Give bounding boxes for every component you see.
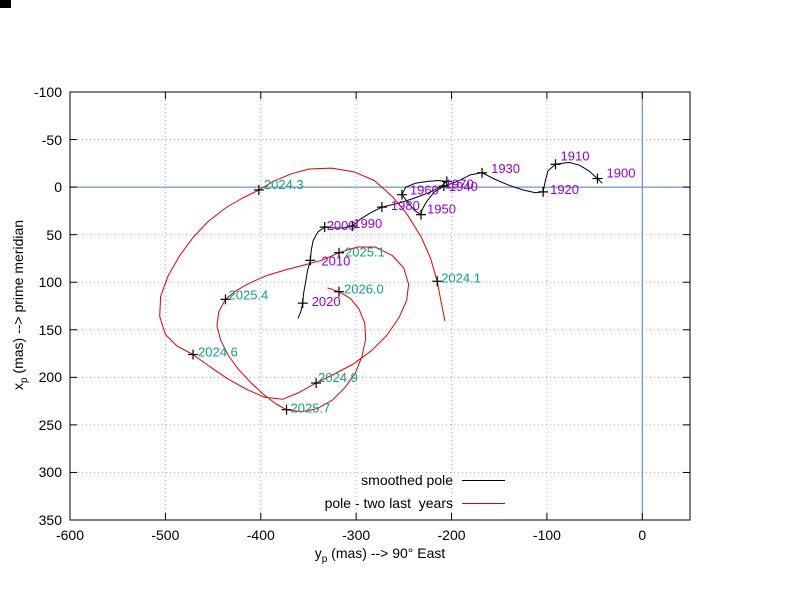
y-tick-label-50: 50	[46, 226, 62, 243]
y-tick-label--100: -100	[33, 84, 62, 100]
legend-line-sample-black	[462, 479, 505, 481]
y-tick-label--50: -50	[41, 131, 62, 148]
y-tick-label-0: 0	[54, 179, 62, 196]
epoch-labels-smoothed-pole: 1900 1910 1920 1930 1940 1950 1960 1970 1980 1990…	[312, 148, 636, 309]
epoch-label-2024.3: 2024.3	[264, 177, 304, 192]
zero-axes	[70, 92, 690, 520]
point-markers-smoothed-pole	[297, 159, 603, 309]
point-markers-recent-pole	[188, 184, 443, 415]
epoch-label-1970: 1970	[445, 176, 474, 191]
epoch-label-2026.0: 2026.0	[344, 282, 384, 297]
epoch-labels-recent-pole: 2024.1 2024.3 2024.6 2024.9 2025.1 2025.4 2025…	[198, 177, 481, 416]
y-tick-label-200: 200	[38, 369, 62, 386]
epoch-label-2024.9: 2024.9	[318, 370, 358, 385]
grid	[70, 92, 690, 520]
epoch-label-2025.4: 2025.4	[229, 287, 269, 302]
y-tick-label-300: 300	[38, 464, 62, 481]
epoch-label-2024.6: 2024.6	[198, 345, 238, 360]
legend-line-sample-red	[462, 502, 505, 504]
epoch-label-1950: 1950	[427, 202, 456, 217]
x-tick-label--600: -600	[55, 527, 85, 543]
y-axis-var: x	[10, 383, 27, 391]
epoch-label-2025.7: 2025.7	[291, 401, 331, 416]
screen-corner-artifact	[0, 0, 11, 8]
y-tick-label-350: 350	[38, 512, 62, 528]
legend-entry-recent-pole: pole - two last years	[240, 494, 505, 512]
x-axis-title: yp (mas) --> 90° East	[70, 545, 690, 565]
epoch-label-1900: 1900	[607, 166, 636, 181]
legend-entry-smoothed-pole: smoothed pole	[240, 471, 505, 489]
epoch-label-1940: 1940	[449, 179, 478, 194]
epoch-label-2000: 2000	[327, 218, 356, 233]
x-tick-label-0: 0	[638, 527, 647, 543]
legend-label-smoothed-pole: smoothed pole	[361, 472, 453, 488]
epoch-label-1920: 1920	[550, 182, 579, 197]
epoch-label-1990: 1990	[353, 216, 382, 231]
y-tick-label-250: 250	[38, 416, 62, 433]
x-tick-label--400: -400	[246, 527, 275, 543]
epoch-label-2020: 2020	[312, 294, 341, 309]
epoch-label-1930: 1930	[491, 161, 520, 176]
x-axis-var: y	[314, 545, 322, 561]
epoch-label-2024.1: 2024.1	[441, 270, 481, 285]
x-tick-label--200: -200	[437, 527, 466, 543]
x-axis-sub: p	[321, 553, 328, 565]
epoch-label-2025.1: 2025.1	[345, 245, 385, 260]
x-tick-label--100: -100	[532, 527, 561, 543]
epoch-label-1960: 1960	[410, 183, 439, 198]
x-tick-label--300: -300	[342, 527, 371, 543]
y-axis-title: xp (mas) --> prime meridian	[10, 220, 30, 390]
x-tick-label--500: -500	[151, 527, 180, 543]
epoch-label-2010: 2010	[321, 253, 350, 268]
plot-border	[69, 91, 691, 521]
epoch-label-1980: 1980	[391, 198, 420, 213]
axis-ticks	[69, 91, 690, 521]
x-axis-rest: (mas) --> 90° East	[327, 545, 446, 561]
epoch-label-1910: 1910	[561, 148, 590, 163]
y-tick-label-150: 150	[38, 321, 62, 338]
y-axis-rest: (mas) --> prime meridian	[10, 219, 27, 378]
legend-label-recent-pole: pole - two last years	[324, 495, 453, 511]
y-tick-label-100: 100	[38, 274, 62, 291]
y-axis-sub: p	[18, 377, 30, 384]
